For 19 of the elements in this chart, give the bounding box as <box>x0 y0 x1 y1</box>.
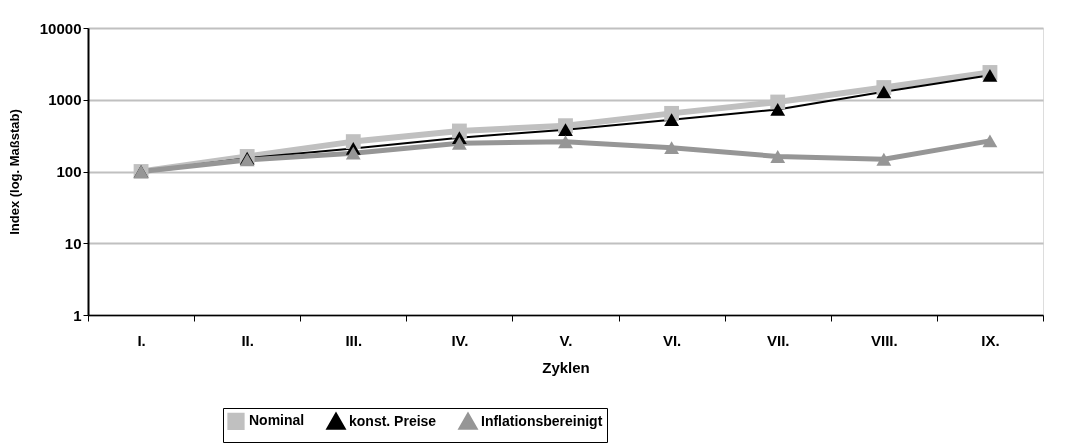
x-tick-label: IV. <box>451 331 469 349</box>
y-tick-label: 1 <box>73 306 82 324</box>
y-axis-title: Index (log. Maßstab) <box>6 109 22 235</box>
x-tick-label: II. <box>241 331 254 349</box>
legend-label: konst. Preise <box>349 412 437 429</box>
x-tick-label: VIII. <box>870 331 898 349</box>
y-tick-label: 1000 <box>48 91 82 109</box>
x-tick-label: VII. <box>766 331 790 349</box>
legend-label: Inflationsbereinigt <box>481 412 603 429</box>
x-tick-label: I. <box>137 331 146 349</box>
y-tick-label: 10000 <box>39 19 82 37</box>
legend-label: Nominal <box>249 412 305 429</box>
x-axis-title: Zyklen <box>542 358 590 376</box>
x-tick-label: III. <box>345 331 363 349</box>
y-tick-label: 100 <box>56 163 82 180</box>
x-tick-label: V. <box>559 331 573 349</box>
x-tick-label: IX. <box>981 331 1000 349</box>
x-tick-label: VI. <box>662 331 682 349</box>
y-tick-label: 10 <box>64 234 82 252</box>
